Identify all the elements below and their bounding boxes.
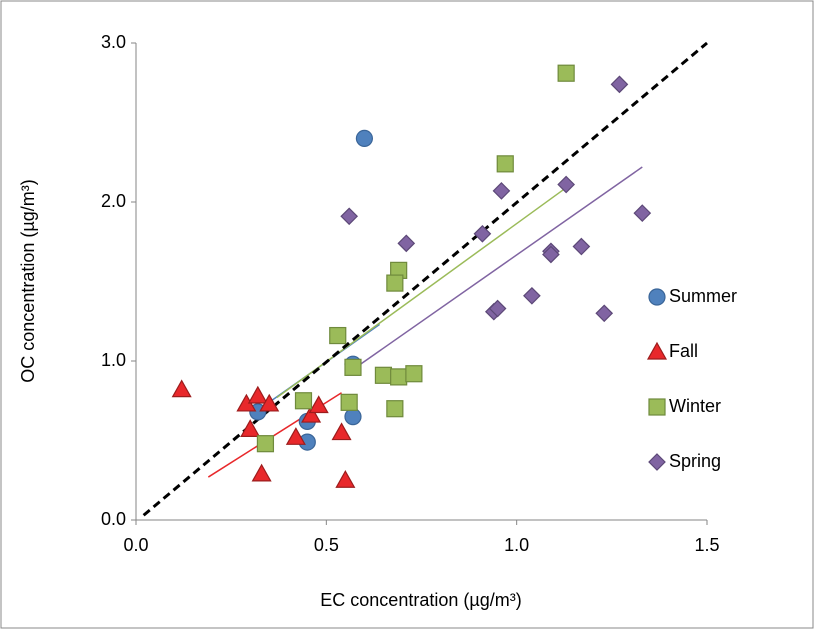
data-point — [386, 400, 404, 418]
data-point — [397, 234, 416, 253]
data-point — [488, 299, 507, 318]
data-point — [523, 286, 541, 305]
data-point — [405, 365, 423, 383]
y-tick-label: 1.0 — [101, 350, 126, 370]
x-tick-label: 0.0 — [123, 535, 148, 555]
x-tick-label: 1.5 — [694, 535, 719, 555]
data-point — [344, 408, 362, 426]
data-point — [331, 422, 352, 441]
data-point — [294, 392, 313, 410]
data-point — [240, 419, 261, 437]
trend-line — [348, 166, 643, 373]
data-point — [329, 326, 347, 345]
legend-marker — [648, 398, 666, 416]
data-point — [285, 427, 306, 445]
legend-label: Fall — [669, 341, 698, 361]
x-tick-label: 1.0 — [504, 535, 529, 555]
legend-label: Winter — [669, 396, 721, 416]
data-point — [496, 155, 514, 173]
y-tick-label: 3.0 — [101, 32, 126, 52]
data-point — [355, 129, 373, 147]
y-tick-label: 0.0 — [101, 509, 126, 529]
data-point — [610, 75, 629, 94]
data-point — [308, 395, 329, 414]
legend-marker — [646, 341, 668, 360]
data-point — [340, 207, 359, 226]
legend-label: Spring — [669, 451, 721, 471]
y-tick-label: 2.0 — [101, 191, 126, 211]
data-point — [557, 64, 575, 82]
data-point — [247, 385, 268, 404]
data-point — [595, 304, 614, 323]
data-point — [374, 366, 393, 384]
data-point — [259, 393, 280, 412]
reference-line — [142, 41, 708, 517]
x-axis-title: EC concentration (µg/m³) — [320, 590, 521, 610]
data-point — [386, 274, 404, 292]
legend-marker — [648, 453, 666, 471]
y-axis-title: OC concentration (µg/m³) — [18, 179, 38, 382]
data-point — [390, 368, 408, 386]
x-tick-label: 0.5 — [314, 535, 339, 555]
data-point — [633, 204, 652, 222]
data-point — [344, 358, 362, 376]
data-point — [340, 393, 358, 411]
data-point — [335, 470, 356, 488]
data-point — [557, 175, 576, 194]
data-point — [473, 224, 492, 243]
data-point — [301, 404, 322, 423]
data-point — [171, 379, 192, 398]
data-point — [542, 245, 560, 264]
data-point — [251, 463, 272, 482]
data-point — [256, 435, 275, 453]
data-point — [572, 237, 591, 256]
legend-label: Summer — [669, 286, 737, 306]
legend-marker — [648, 288, 666, 306]
data-point — [492, 182, 511, 200]
